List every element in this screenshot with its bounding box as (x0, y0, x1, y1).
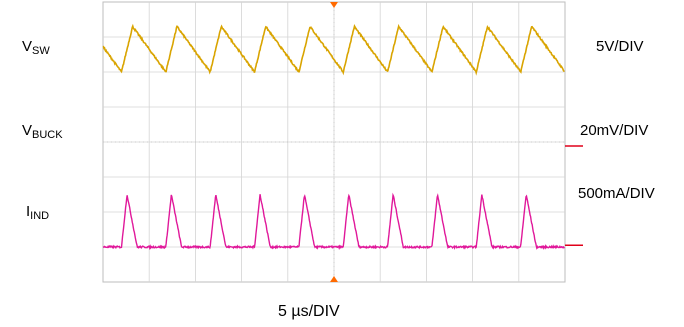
vbuck-scale-label: 20mV/DIV (580, 122, 649, 139)
vsw-label: VSW (22, 38, 50, 57)
iind-scale-label: 500mA/DIV (578, 185, 655, 202)
trigger-marker-top (330, 2, 338, 8)
iind-trace (102, 192, 565, 251)
iind-label: IIND (26, 203, 50, 222)
vsw-scale-label: 5V/DIV (596, 38, 644, 55)
level-markers (565, 145, 583, 247)
plot-grid (102, 1, 566, 283)
timebase-label: 5 µs/DIV (278, 303, 340, 320)
waveform-traces (102, 23, 565, 251)
trigger-marker-bottom (330, 276, 338, 282)
vbuck-label: VBUCK (22, 122, 63, 141)
vbuck-trace (102, 23, 565, 76)
